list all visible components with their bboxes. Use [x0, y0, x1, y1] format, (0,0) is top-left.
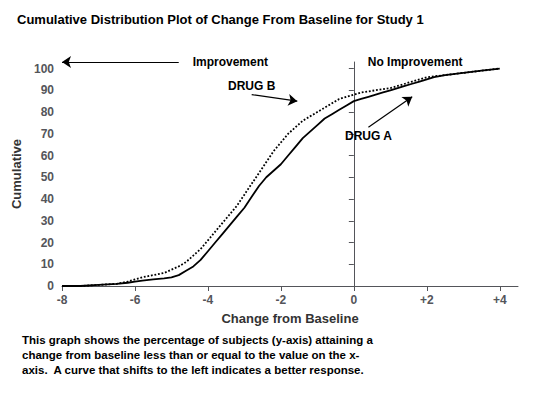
svg-text:-8: -8: [57, 293, 68, 307]
svg-text:+2: +2: [420, 293, 434, 307]
svg-text:20: 20: [41, 236, 55, 250]
svg-text:90: 90: [41, 83, 55, 97]
svg-text:-4: -4: [203, 293, 214, 307]
svg-text:axis. A curve that shifts to: axis. A curve that shifts to the left in…: [22, 364, 364, 376]
svg-text:0: 0: [350, 293, 357, 307]
svg-text:Cumulative: Cumulative: [9, 139, 24, 209]
svg-text:10: 10: [41, 257, 55, 271]
svg-text:80: 80: [41, 105, 55, 119]
svg-text:Cumulative Distribution Plot o: Cumulative Distribution Plot of Change F…: [17, 12, 424, 27]
svg-text:DRUG B: DRUG B: [228, 79, 276, 93]
svg-text:change from baseline less than: change from baseline less than or equal …: [22, 349, 360, 361]
svg-text:DRUG A: DRUG A: [345, 129, 392, 143]
svg-text:70: 70: [41, 127, 55, 141]
svg-text:0: 0: [47, 279, 54, 293]
svg-text:40: 40: [41, 192, 55, 206]
svg-text:-6: -6: [130, 293, 141, 307]
svg-text:Change from Baseline: Change from Baseline: [221, 311, 358, 326]
svg-text:No Improvement: No Improvement: [368, 55, 463, 69]
svg-text:50: 50: [41, 170, 55, 184]
svg-text:100: 100: [34, 62, 54, 76]
svg-text:Improvement: Improvement: [193, 55, 268, 69]
svg-text:This graph shows the percentag: This graph shows the percentage of subje…: [22, 334, 373, 346]
svg-text:30: 30: [41, 214, 55, 228]
svg-text:-2: -2: [276, 293, 287, 307]
svg-text:60: 60: [41, 149, 55, 163]
svg-text:+4: +4: [493, 293, 507, 307]
